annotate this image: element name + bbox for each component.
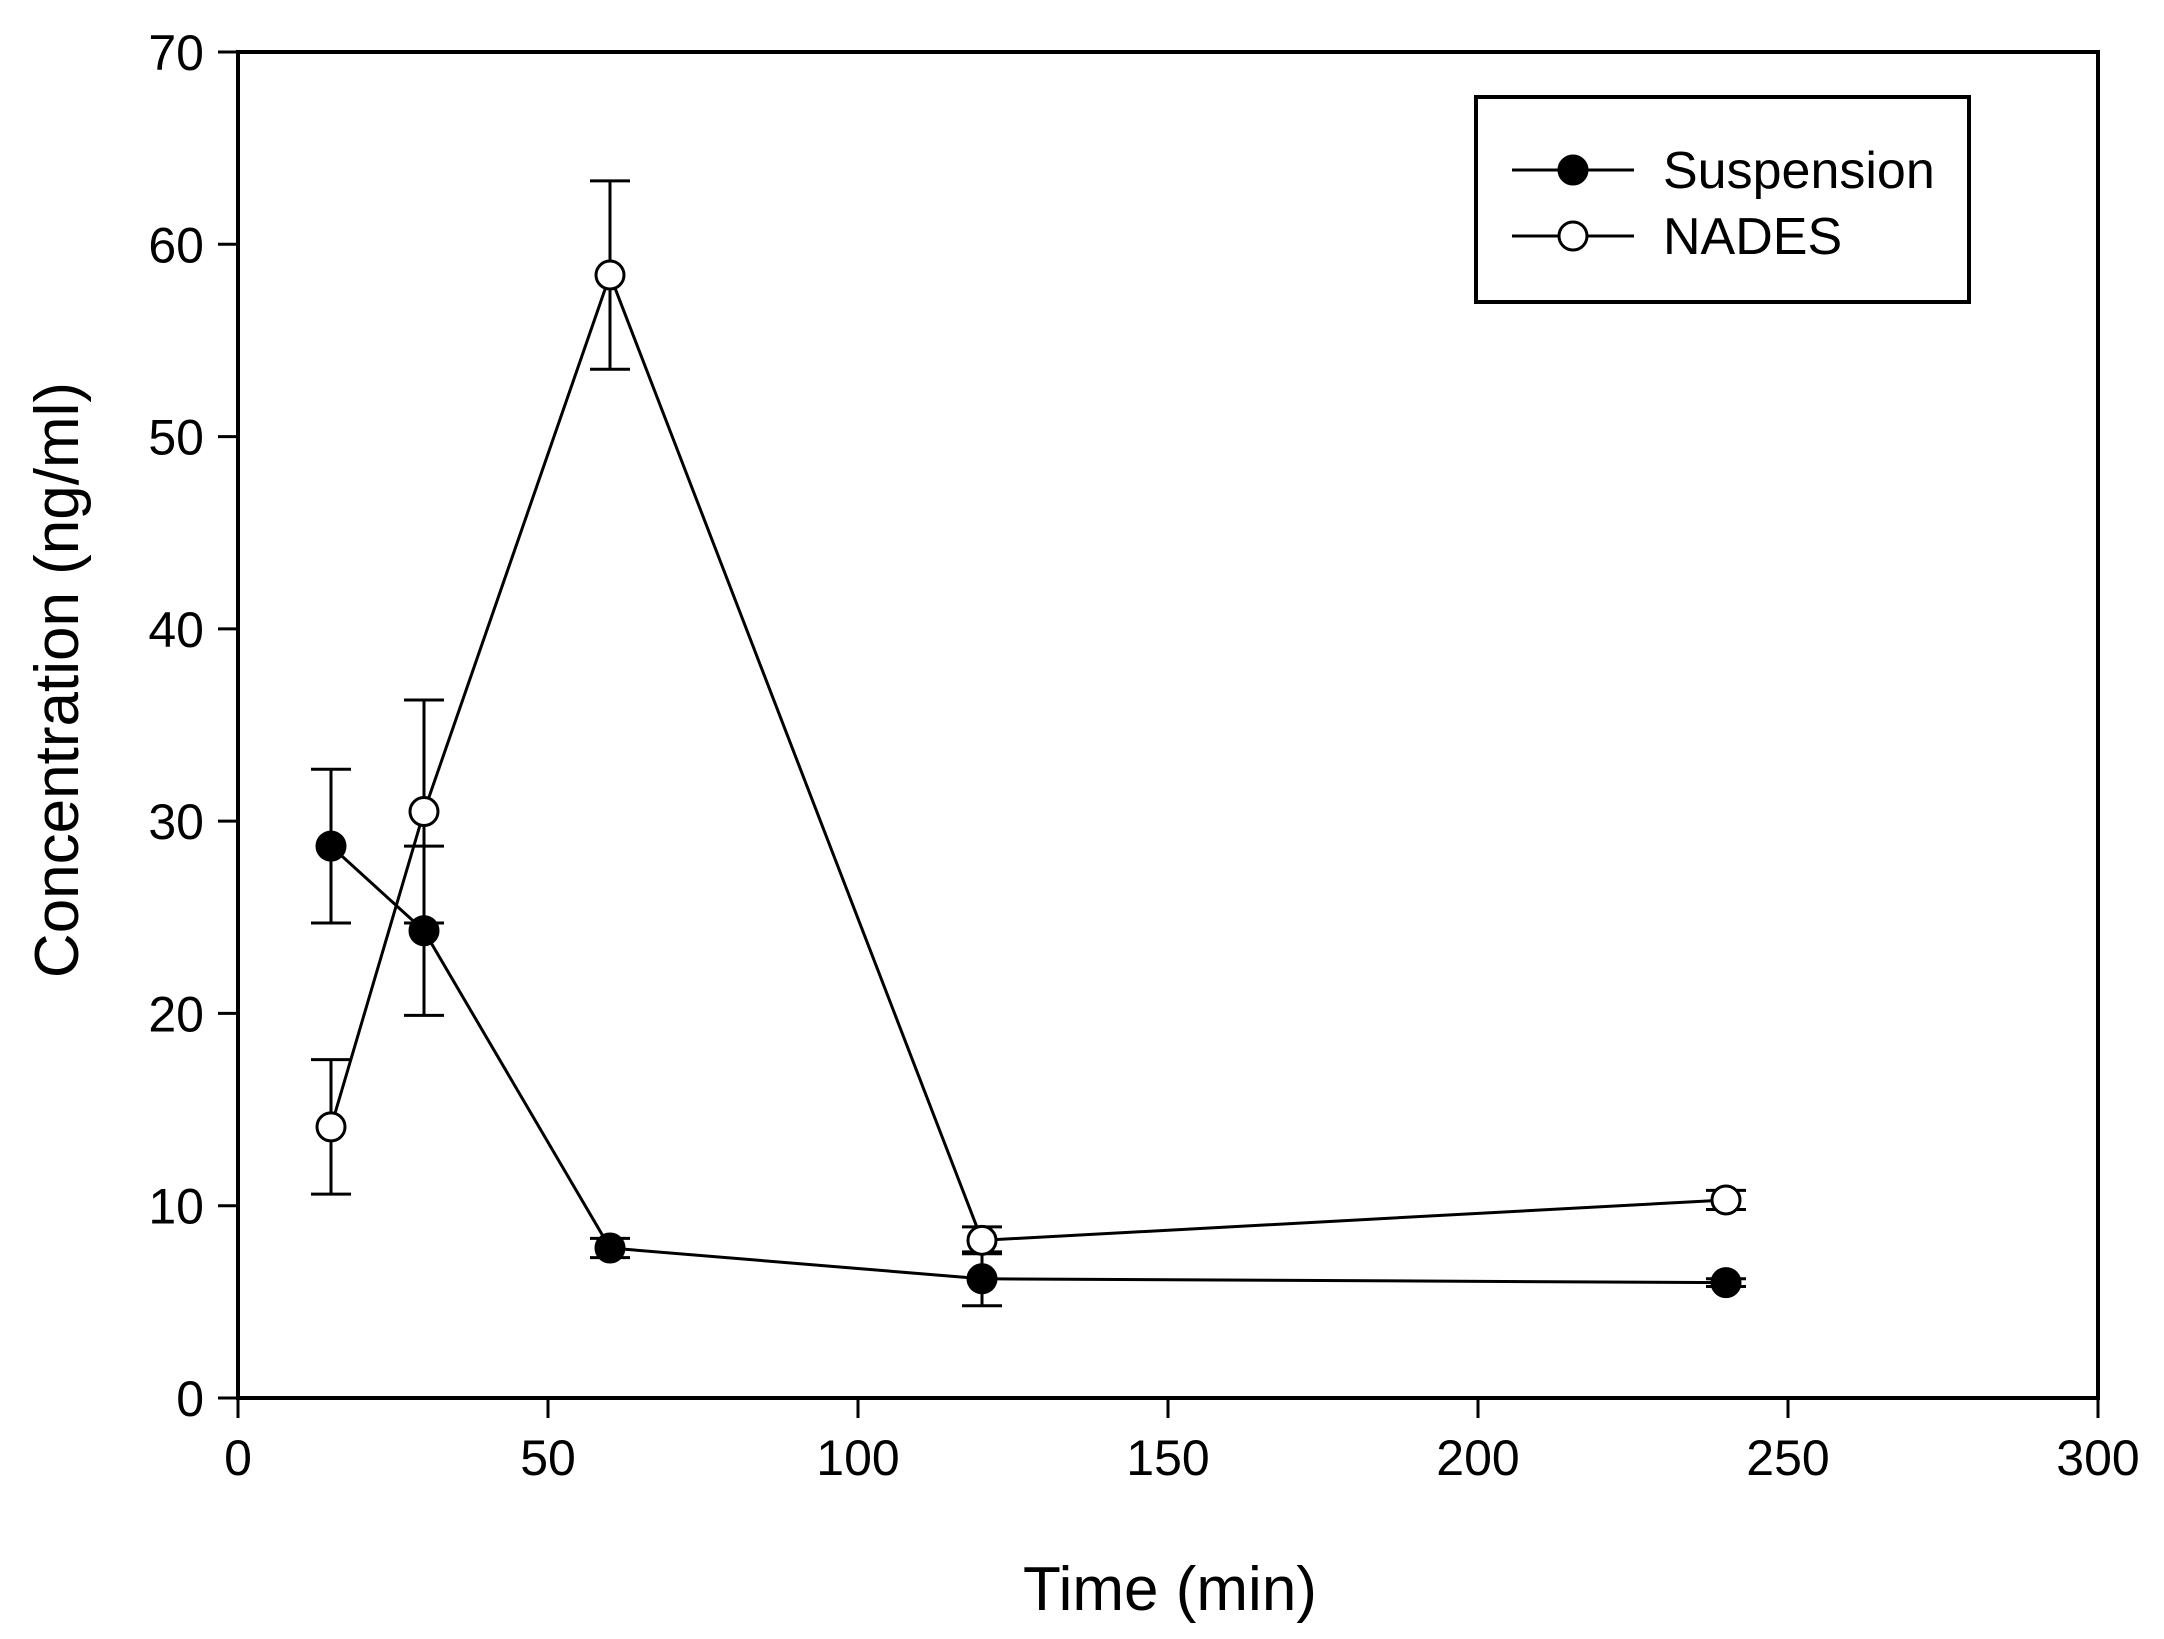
legend-marker-suspension [1557, 154, 1589, 186]
y-tick-label: 20 [148, 986, 204, 1042]
data-point-nades [594, 259, 626, 291]
data-point-nades [408, 796, 440, 828]
data-point-suspension [966, 1263, 998, 1295]
x-tick-label: 300 [2056, 1430, 2139, 1486]
y-tick-label: 0 [176, 1371, 204, 1427]
y-tick-label: 50 [148, 410, 204, 466]
x-tick-label: 100 [816, 1430, 899, 1486]
x-axis: 0 50 100 150 200 250 300 [224, 1398, 2140, 1486]
x-axis-title: Time (min) [1023, 1555, 1317, 1624]
y-axis: 0 10 20 30 40 50 60 70 [148, 25, 238, 1427]
series-nades [311, 179, 1746, 1256]
data-point-nades [315, 1111, 347, 1143]
legend-box [1474, 95, 1971, 304]
y-tick-label: 10 [148, 1179, 204, 1235]
y-tick-label: 60 [148, 217, 204, 273]
data-point-nades [966, 1224, 998, 1256]
data-point-suspension [315, 830, 347, 862]
x-tick-label: 200 [1436, 1430, 1519, 1486]
legend-label-suspension: Suspension [1663, 142, 1935, 200]
data-point-nades [1710, 1184, 1742, 1216]
x-tick-label: 0 [224, 1430, 252, 1486]
legend-marker-nades [1557, 220, 1589, 252]
series-layer [311, 179, 1746, 1308]
data-point-suspension [1710, 1267, 1742, 1299]
x-tick-label: 50 [520, 1430, 576, 1486]
x-tick-label: 250 [1746, 1430, 1829, 1486]
x-tick-label: 150 [1126, 1430, 1209, 1486]
legend-label-nades: NADES [1663, 208, 1842, 266]
data-point-suspension [594, 1232, 626, 1264]
legend: Suspension NADES [1474, 95, 1971, 304]
y-tick-label: 40 [148, 602, 204, 658]
y-tick-label: 70 [148, 25, 204, 81]
y-axis-title: Concentration (ng/ml) [23, 382, 92, 978]
y-tick-label: 30 [148, 794, 204, 850]
